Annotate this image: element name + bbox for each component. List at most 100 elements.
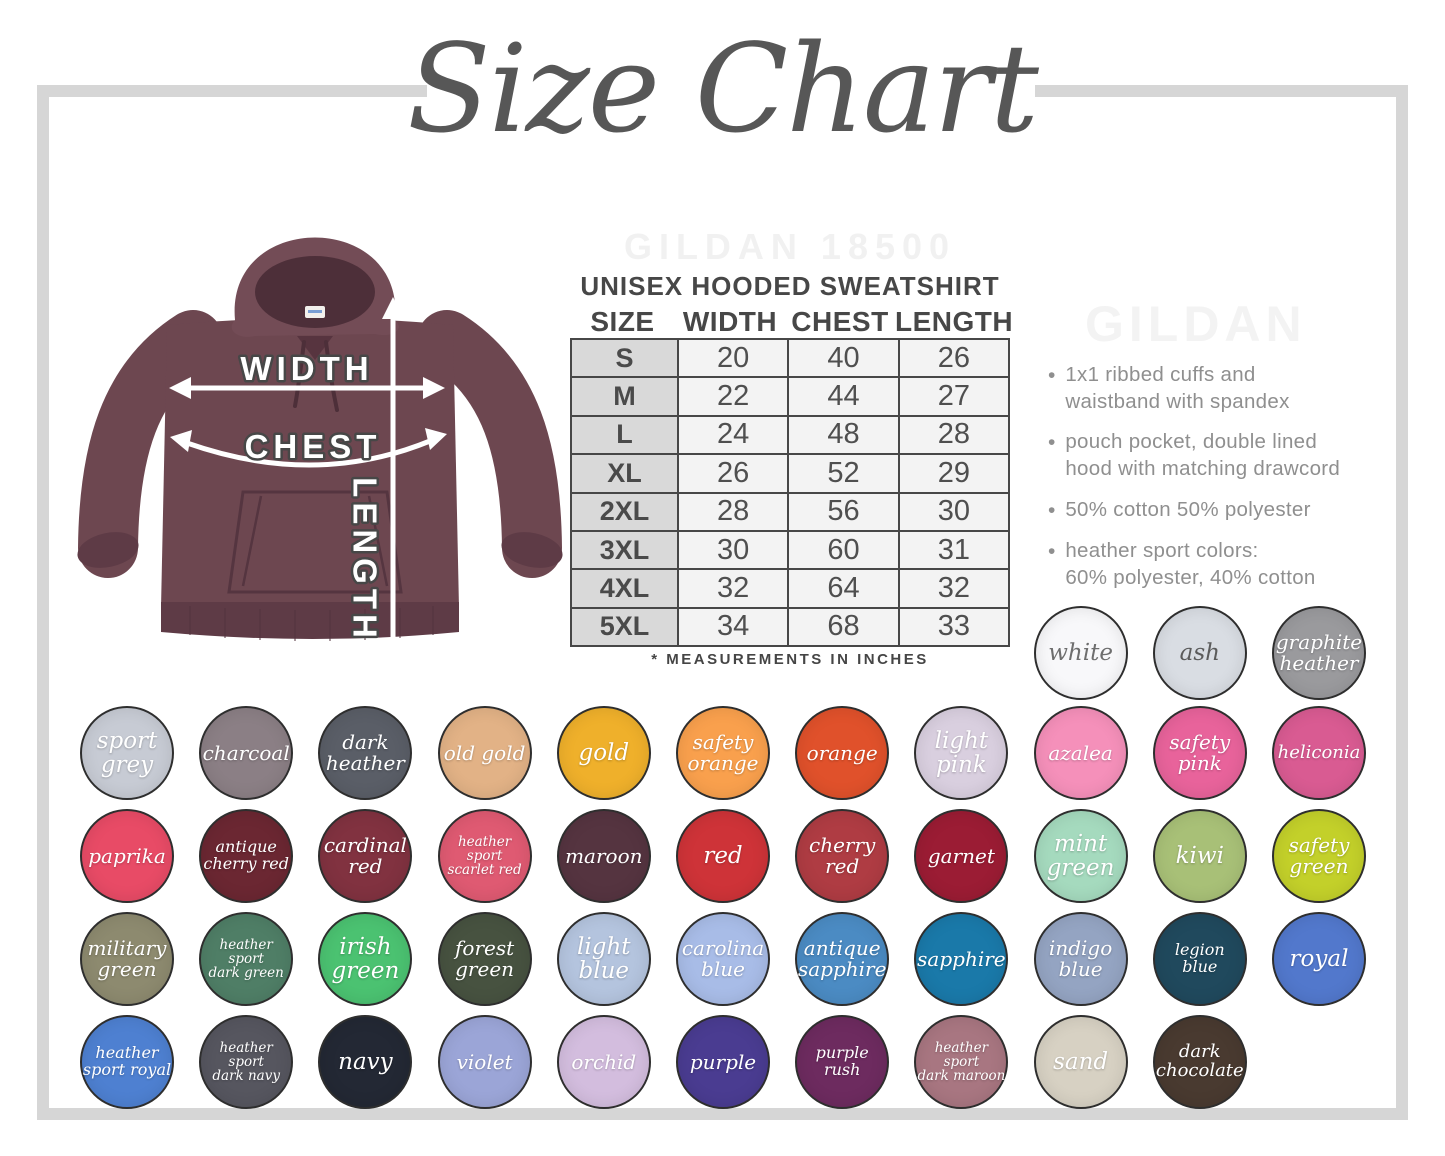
swatch-label: legion blue [1174, 940, 1225, 976]
swatch-label: paprika [88, 843, 166, 868]
feature-text: heather sport colors: 60% polyester, 40%… [1065, 538, 1316, 589]
size-table-row: M 22 44 27 [570, 376, 1011, 417]
swatch-label: graphite heather [1275, 630, 1363, 675]
measurement-cell: 64 [787, 568, 900, 609]
column-header: WIDTH [682, 306, 778, 337]
swatch-label: heather sport dark maroon [917, 1039, 1006, 1085]
color-swatch-legion-blue: legion blue [1152, 912, 1247, 1006]
swatch-label: sand [1053, 1048, 1109, 1075]
size-cell: M [570, 376, 679, 417]
size-table-row: L 24 48 28 [570, 414, 1011, 456]
swatch-label: safety green [1288, 833, 1350, 878]
color-swatch-white: white [1033, 606, 1128, 700]
measurement-cell: 40 [787, 337, 900, 379]
feature-item: • pouch pocket, double lined hood with ma… [1048, 429, 1388, 482]
size-cell: XL [570, 453, 679, 494]
color-swatch-safety-orange: safety orange [676, 706, 770, 800]
color-swatch-purple-rush: purple rush [795, 1015, 890, 1109]
chest-arrow [170, 428, 447, 468]
swatch-label: red [703, 842, 743, 869]
measurement-cell: 56 [787, 491, 900, 532]
width-arrow [169, 377, 445, 399]
swatch-label: light blue [577, 933, 631, 984]
color-swatch-mint-green: mint green [1033, 809, 1128, 903]
color-swatch-safety-green: safety green [1272, 809, 1366, 903]
swatch-label: cardinal red [323, 833, 407, 878]
width-label: WIDTH [240, 350, 373, 387]
feature-item: • 50% cotton 50% polyester [1048, 497, 1388, 524]
size-table-row: XL 26 52 29 [570, 453, 1011, 494]
product-heading: UNISEX HOODED SWEATSHIRT [580, 271, 1000, 301]
color-swatch-cherry-red: cherry red [795, 809, 890, 903]
color-swatch-safety-pink: safety pink [1152, 706, 1247, 800]
feature-text: pouch pocket, double lined hood with mat… [1065, 430, 1341, 480]
swatch-label: dark chocolate [1155, 1041, 1244, 1081]
measurement-cell: 48 [787, 414, 900, 456]
frame-border-right [1396, 85, 1408, 1120]
color-swatch-red: red [676, 809, 770, 903]
swatch-label: heather sport dark green [208, 936, 284, 982]
color-swatch-heather-sport-royal: heather sport royal [80, 1015, 174, 1109]
swatch-label: sapphire [917, 946, 1006, 971]
color-swatch-navy: navy [318, 1015, 413, 1109]
swatch-label: kiwi [1175, 842, 1224, 869]
swatch-label: white [1048, 639, 1113, 666]
swatch-label: heather sport royal [82, 1043, 172, 1079]
swatch-label: charcoal [202, 740, 290, 765]
color-swatch-light-pink: light pink [914, 706, 1009, 800]
swatch-label: forest green [455, 936, 515, 981]
bullet-icon: • [1048, 498, 1056, 522]
size-table-row: 5XL 34 68 33 [570, 606, 1011, 648]
size-cell: L [570, 414, 679, 456]
swatch-label: ash [1179, 639, 1220, 666]
color-swatch-heather-sport-scarlet-red: heather sport scarlet red [437, 809, 532, 903]
color-swatch-azalea: azalea [1033, 706, 1128, 800]
length-label: LENGTH [347, 477, 384, 643]
feature-text: 1x1 ribbed cuffs and waistband with span… [1065, 363, 1290, 413]
swatch-label: violet [456, 1049, 513, 1074]
swatch-label: garnet [927, 843, 995, 868]
swatch-label: orchid [571, 1049, 637, 1074]
frame-border-left [37, 85, 49, 1120]
color-swatch-forest-green: forest green [437, 912, 532, 1006]
measurement-cell: 60 [787, 529, 900, 571]
swatch-label: carolina blue [681, 936, 765, 981]
frame-border-top-left [37, 85, 427, 97]
measurement-cell: 24 [676, 414, 790, 456]
feature-item: • 1x1 ribbed cuffs and waistband with spa… [1048, 362, 1388, 415]
color-swatch-dark-chocolate: dark chocolate [1152, 1015, 1247, 1109]
color-swatch-orange: orange [795, 706, 890, 800]
color-swatch-ash: ash [1152, 606, 1247, 700]
swatch-label: heather sport dark navy [212, 1039, 280, 1085]
color-swatch-paprika: paprika [80, 809, 174, 903]
frame-border-bottom [37, 1108, 1408, 1120]
chest-label: CHEST [245, 428, 382, 465]
measurements-footnote: * MEASUREMENTS IN INCHES [651, 651, 929, 668]
size-table-row: S 20 40 26 [570, 337, 1011, 379]
swatch-label: heather sport scarlet red [447, 833, 522, 879]
measurement-cell: 29 [897, 453, 1011, 494]
color-swatch-antique-cherry-red: antique cherry red [199, 809, 294, 903]
swatch-label: azalea [1048, 740, 1113, 765]
swatch-label: antique cherry red [203, 837, 289, 873]
swatch-label: navy [338, 1048, 393, 1075]
swatch-label: irish green [331, 933, 400, 984]
color-swatch-irish-green: irish green [318, 912, 413, 1006]
color-swatch-cardinal-red: cardinal red [318, 809, 413, 903]
measurement-cell: 28 [676, 491, 790, 532]
column-header: CHEST [791, 306, 889, 337]
color-swatch-antique-sapphire: antique sapphire [795, 912, 890, 1006]
measurement-cell: 31 [897, 529, 1011, 571]
measurement-cell: 30 [897, 491, 1011, 532]
measurement-cell: 68 [787, 606, 900, 648]
swatch-label: purple [689, 1049, 757, 1074]
measurement-cell: 52 [787, 453, 900, 494]
swatch-label: cherry red [809, 833, 876, 878]
color-swatch-royal: royal [1272, 912, 1366, 1006]
page-title: Size Chart [407, 17, 1039, 160]
swatch-label: mint green [1046, 830, 1115, 881]
size-table-row: 4XL 32 64 32 [570, 568, 1011, 609]
swatch-label: light pink [934, 727, 989, 778]
swatch-label: heliconia [1277, 741, 1361, 763]
